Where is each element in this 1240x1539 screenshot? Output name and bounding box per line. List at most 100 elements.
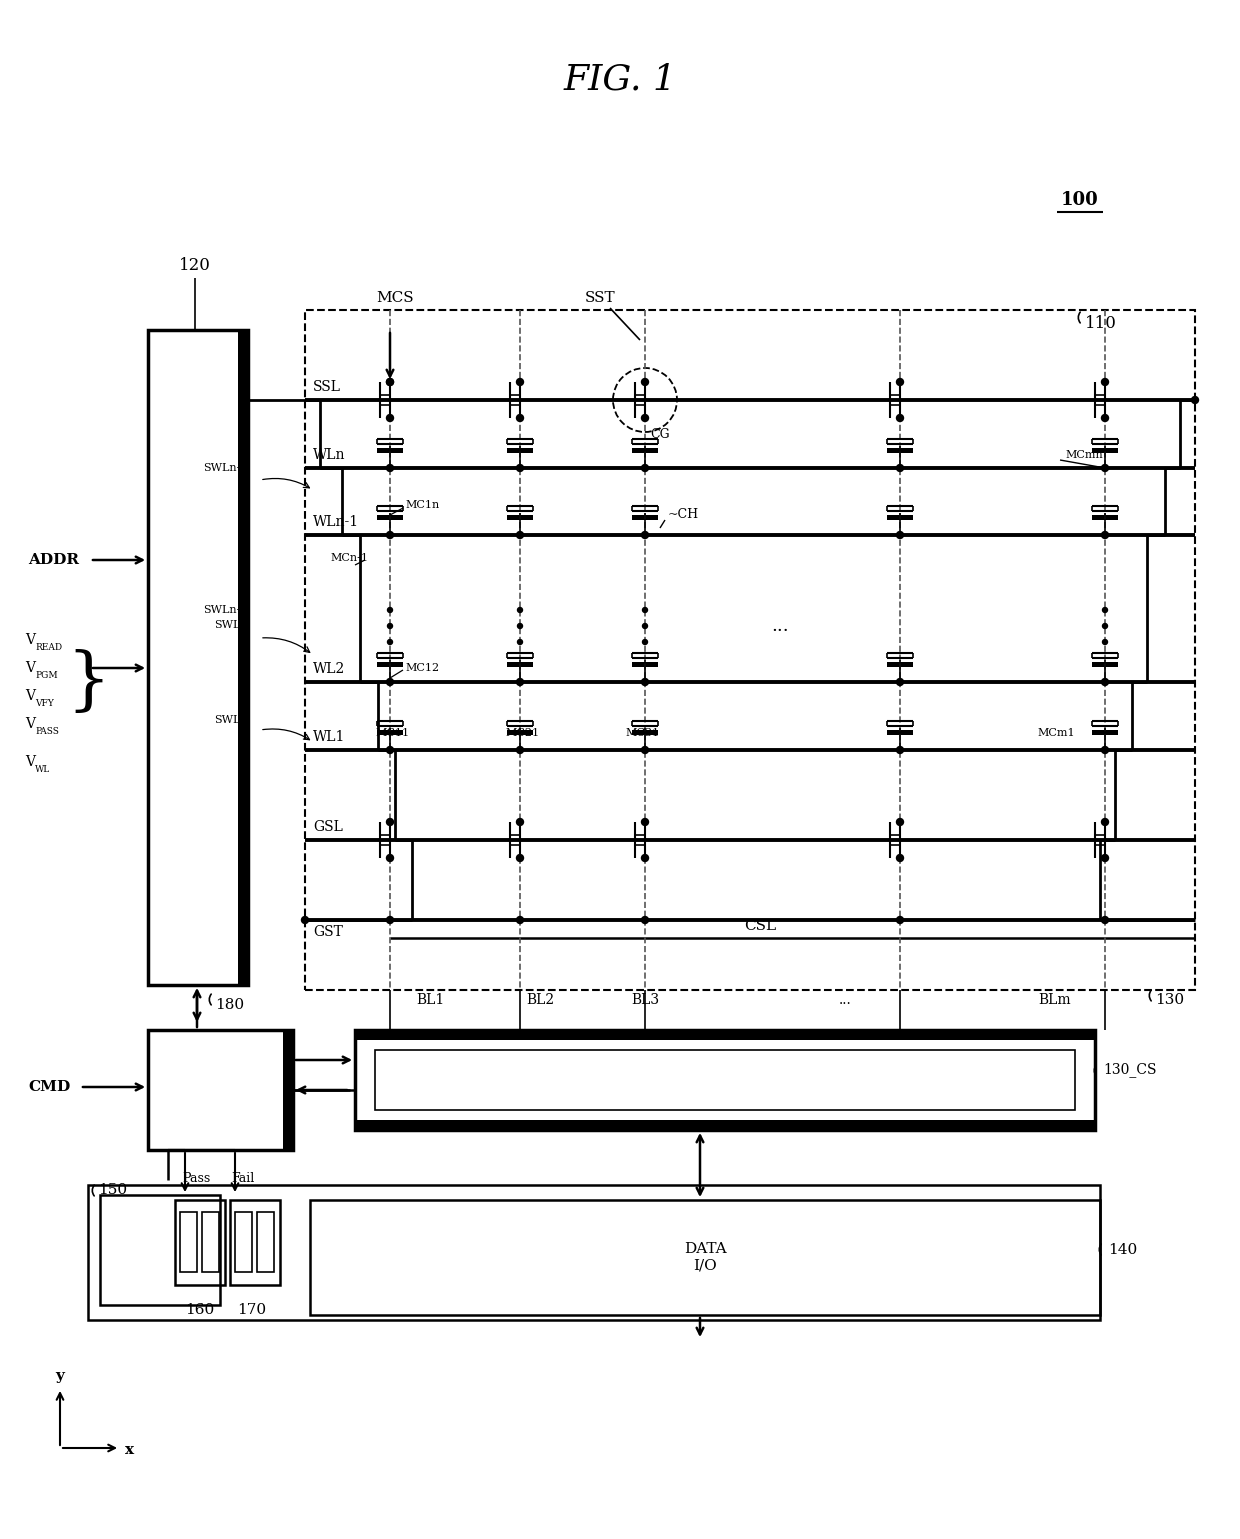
Bar — [283, 1030, 293, 1150]
Circle shape — [1101, 746, 1109, 754]
Text: WL: WL — [35, 765, 51, 774]
Circle shape — [897, 819, 904, 825]
Text: ...: ... — [838, 993, 852, 1007]
Text: y: y — [56, 1370, 64, 1384]
Text: WLn: WLn — [312, 448, 346, 462]
Circle shape — [641, 465, 649, 471]
Bar — [88, 1185, 1100, 1320]
Circle shape — [387, 414, 393, 422]
Circle shape — [1101, 819, 1109, 825]
Text: GST: GST — [312, 925, 343, 939]
Text: MC31: MC31 — [625, 728, 660, 739]
Bar — [377, 448, 403, 452]
Circle shape — [642, 640, 647, 645]
Bar — [632, 516, 658, 520]
Circle shape — [517, 854, 523, 862]
Bar — [1092, 662, 1118, 666]
Text: 150: 150 — [98, 1183, 128, 1197]
Bar — [148, 1030, 293, 1150]
Circle shape — [387, 623, 393, 628]
Circle shape — [641, 679, 649, 685]
Circle shape — [1101, 414, 1109, 422]
Text: MC1n: MC1n — [405, 500, 439, 509]
Bar — [507, 662, 533, 666]
Circle shape — [517, 414, 523, 422]
Bar — [632, 729, 658, 736]
Bar — [374, 1050, 1075, 1110]
Circle shape — [641, 531, 649, 539]
Bar — [175, 1200, 224, 1285]
Bar — [238, 329, 248, 985]
Circle shape — [641, 746, 649, 754]
Text: MCm1: MCm1 — [1038, 728, 1075, 739]
Circle shape — [1192, 397, 1199, 403]
Text: PASS: PASS — [35, 726, 58, 736]
Circle shape — [1101, 465, 1109, 471]
Circle shape — [641, 917, 649, 923]
Bar — [355, 1030, 1095, 1130]
Text: PGM: PGM — [35, 671, 57, 680]
Text: Fail: Fail — [232, 1171, 254, 1185]
Circle shape — [1102, 608, 1107, 613]
Circle shape — [897, 854, 904, 862]
Text: WL1: WL1 — [312, 729, 346, 743]
Circle shape — [1102, 623, 1107, 628]
Circle shape — [517, 379, 523, 385]
Text: 100: 100 — [1061, 191, 1099, 209]
Text: MCmn: MCmn — [1065, 449, 1102, 460]
Circle shape — [517, 465, 523, 471]
Text: x: x — [125, 1444, 135, 1457]
Circle shape — [517, 531, 523, 539]
Text: 180: 180 — [215, 997, 244, 1013]
Circle shape — [517, 640, 522, 645]
Text: MCS: MCS — [376, 291, 414, 305]
Bar — [305, 309, 1195, 990]
Circle shape — [641, 819, 649, 825]
Text: MC21: MC21 — [505, 728, 539, 739]
Text: Pass: Pass — [182, 1171, 210, 1185]
Circle shape — [1102, 640, 1107, 645]
Text: CMD: CMD — [29, 1080, 71, 1094]
Bar — [180, 1213, 197, 1273]
Bar — [887, 448, 913, 452]
Text: V: V — [25, 756, 35, 770]
Bar — [632, 448, 658, 452]
Circle shape — [1101, 531, 1109, 539]
Text: MC12: MC12 — [405, 663, 439, 673]
Text: ADDR: ADDR — [29, 553, 79, 566]
Circle shape — [642, 608, 647, 613]
Text: SWLn-1: SWLn-1 — [203, 463, 248, 472]
Text: V: V — [25, 633, 35, 646]
Circle shape — [517, 746, 523, 754]
Text: WLn-1: WLn-1 — [312, 516, 360, 529]
Text: WL2: WL2 — [312, 662, 345, 676]
Bar — [507, 448, 533, 452]
Bar — [377, 516, 403, 520]
Bar — [355, 1030, 1095, 1040]
Text: SST: SST — [585, 291, 615, 305]
Circle shape — [641, 854, 649, 862]
Circle shape — [387, 679, 393, 685]
Text: BLm: BLm — [1039, 993, 1071, 1007]
Text: MC11: MC11 — [374, 728, 409, 739]
Circle shape — [517, 819, 523, 825]
Circle shape — [517, 679, 523, 685]
Text: ~CH: ~CH — [668, 508, 699, 522]
Bar — [100, 1194, 219, 1305]
Circle shape — [387, 819, 393, 825]
Circle shape — [641, 379, 649, 385]
Bar — [355, 1120, 1095, 1130]
Text: ...: ... — [771, 617, 789, 636]
Text: 130_CS: 130_CS — [1104, 1062, 1157, 1077]
Circle shape — [897, 917, 904, 923]
Bar — [507, 516, 533, 520]
Text: 120: 120 — [179, 257, 211, 274]
Text: SWL2: SWL2 — [215, 620, 248, 629]
Circle shape — [1101, 854, 1109, 862]
Text: FIG. 1: FIG. 1 — [563, 63, 677, 97]
Bar — [887, 516, 913, 520]
Circle shape — [1101, 917, 1109, 923]
Bar — [632, 662, 658, 666]
Text: }: } — [66, 649, 110, 716]
Circle shape — [387, 917, 393, 923]
